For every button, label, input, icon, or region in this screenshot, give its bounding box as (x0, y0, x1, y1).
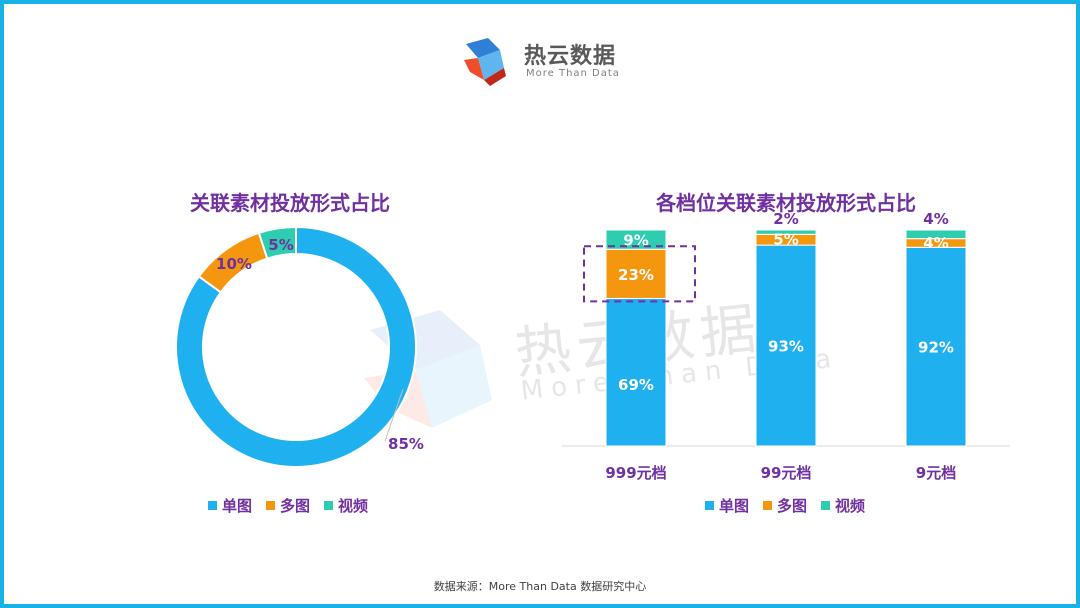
legend-item-multi: 多图 (266, 495, 310, 516)
bar-segment-multi-1 (605, 248, 667, 299)
legend-label-multi: 多图 (280, 496, 311, 515)
bar-legend: 单图 多图 视频 (705, 495, 865, 515)
bar-legend-swatch-multi (763, 500, 773, 510)
bar-segment-single-3 (905, 246, 967, 447)
bar-label-multi-3: 4% (923, 234, 948, 252)
bar-legend-swatch-video (821, 500, 831, 510)
donut-legend: 单图 多图 视频 (208, 495, 368, 515)
bar-segment-single-1 (605, 297, 667, 447)
bar-label-single-3: 92% (918, 339, 954, 357)
legend-item-video: 视频 (324, 495, 368, 516)
bar-category-label-2: 99元档 (761, 464, 812, 482)
bar-legend-label-video: 视频 (835, 496, 866, 515)
donut-chart-title: 关联素材投放形式占比 (190, 191, 390, 215)
legend-label-video: 视频 (338, 496, 369, 515)
bar-label-video-1: 9% (623, 232, 648, 250)
legend-swatch-video (324, 500, 334, 510)
donut-leader-line-single (384, 389, 404, 442)
bar-label-video-2: 2% (773, 210, 798, 228)
bar-segment-video-3 (905, 229, 967, 240)
donut-slice-video (257, 225, 297, 260)
bar-segment-video-1 (605, 229, 667, 250)
donut-label-multi: 10% (216, 255, 252, 273)
bar-legend-item-multi: 多图 (763, 495, 807, 516)
bar-label-multi-2: 5% (773, 231, 798, 249)
brand-name: 热云数据 (524, 44, 617, 69)
bar-category-label-3: 9元档 (916, 464, 956, 482)
brand-logo: 热云数据 More Than Data (460, 34, 630, 90)
donut-label-single: 85% (388, 435, 424, 453)
brand-logo-icon (464, 38, 506, 86)
bar-label-single-2: 93% (768, 338, 804, 356)
data-source-note: 数据来源：More Than Data 数据研究中心 (433, 580, 647, 593)
legend-swatch-multi (266, 500, 276, 510)
donut-slice-single (175, 225, 417, 468)
bar-legend-swatch-single (705, 500, 714, 510)
donut-chart: 85% 10% 5% (175, 225, 424, 468)
brand-tagline: More Than Data (526, 68, 620, 79)
legend-swatch-single (208, 500, 217, 510)
stacked-bar-chart: 69% 23% 9% 999元档 93% 5% 2% 99元档 92% 4% 4% 9元档 (562, 210, 1010, 482)
bar-label-single-1: 69% (618, 376, 654, 394)
bar-legend-item-single: 单图 (705, 495, 749, 516)
bar-label-video-3: 4% (923, 210, 948, 228)
bar-segment-video-2 (755, 229, 817, 235)
bar-highlight-box (583, 245, 696, 303)
donut-label-video: 5% (268, 236, 293, 254)
bar-label-multi-1: 23% (618, 266, 654, 284)
bar-legend-item-video: 视频 (821, 495, 865, 516)
bar-category-label-1: 999元档 (605, 464, 666, 482)
stacked-bar-chart-title: 各档位关联素材投放形式占比 (656, 191, 916, 215)
legend-label-single: 单图 (222, 496, 253, 515)
bar-legend-label-single: 单图 (719, 496, 750, 515)
bar-legend-label-multi: 多图 (777, 496, 808, 515)
legend-item-single: 单图 (208, 495, 252, 516)
